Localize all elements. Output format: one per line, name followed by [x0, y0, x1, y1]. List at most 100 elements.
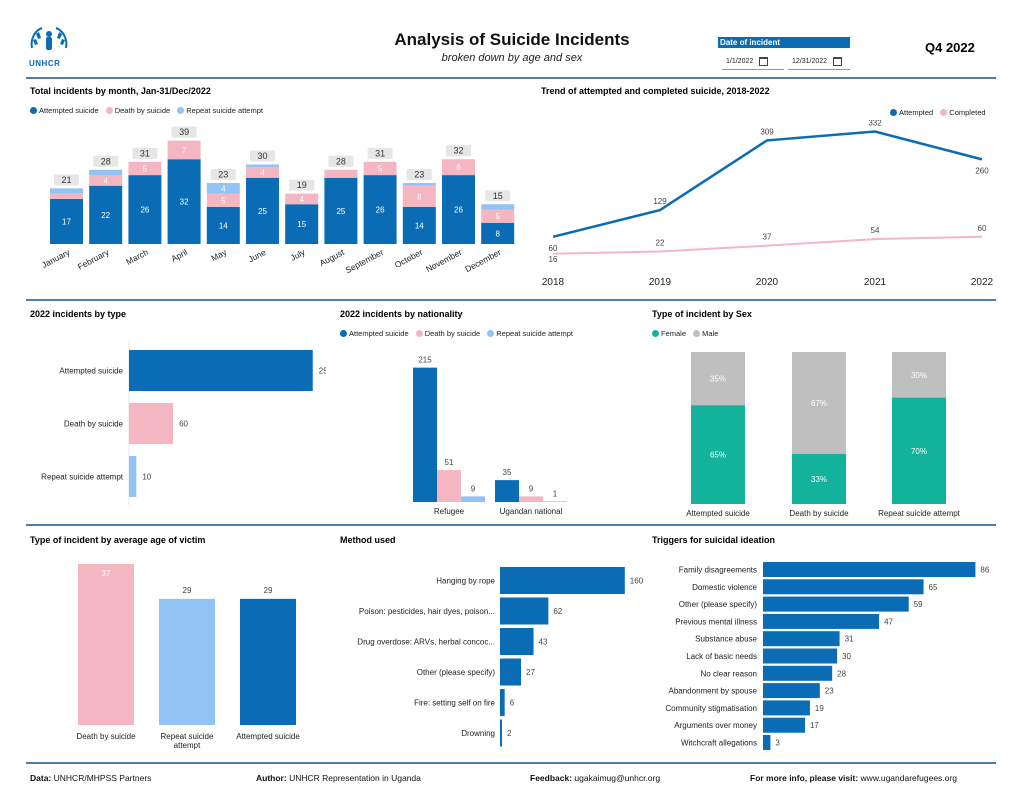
y-tick-label: No clear reason — [701, 669, 757, 678]
bar — [763, 613, 880, 629]
x-tick-label: 2018 — [542, 277, 565, 288]
data-label: 60 — [179, 420, 188, 429]
logo-text: UNHCR — [29, 59, 61, 68]
bar-segment — [402, 185, 436, 207]
total-badge — [210, 169, 236, 181]
bar — [129, 403, 174, 444]
total-badge — [93, 155, 119, 167]
data-label: 27 — [526, 668, 535, 677]
data-label: 43 — [539, 638, 548, 647]
x-tick-label: Attempted suicide — [236, 732, 300, 741]
bar — [763, 631, 840, 647]
bar — [129, 456, 137, 497]
bar — [159, 598, 215, 725]
data-label: 59 — [914, 600, 923, 609]
data-label: 4 — [103, 176, 108, 185]
bar-segment-female — [892, 397, 946, 504]
divider — [26, 77, 996, 79]
total-badge — [132, 147, 158, 159]
data-label: 309 — [760, 127, 774, 136]
data-label: 250 — [319, 367, 326, 376]
x-tick-label: 2020 — [756, 277, 779, 288]
data-label: 260 — [975, 166, 989, 175]
data-label: 2 — [507, 729, 512, 738]
bar — [500, 658, 522, 686]
total-badge — [250, 150, 275, 162]
legend-male: Male — [702, 329, 719, 338]
footer-author: Author: UNHCR Representation in Uganda — [256, 773, 421, 783]
x-tick-label: August — [318, 247, 347, 269]
divider — [26, 299, 996, 301]
total-badge — [446, 145, 471, 157]
data-label: 8 — [495, 229, 500, 238]
y-tick-label: Hanging by rope — [436, 577, 495, 586]
bar-segment — [246, 177, 279, 244]
nationality-chart: 215 51 9 Refugee 35 9 1 Ugandan national — [413, 356, 567, 516]
total-label: 28 — [336, 156, 346, 166]
data-label: 30 — [842, 652, 851, 661]
x-tick-label: 2021 — [864, 277, 887, 288]
bar-segment — [324, 169, 358, 178]
data-label: 1 — [553, 489, 558, 498]
bar — [495, 480, 519, 502]
total-label: 23 — [414, 170, 424, 180]
data-label: 65% — [710, 451, 726, 460]
bar-segment-male — [691, 352, 745, 406]
data-label: 14 — [415, 221, 424, 230]
legend-attempted: Attempted suicide — [39, 106, 99, 115]
series-line-completed — [552, 235, 983, 255]
by-age-chart: 37 Death by suicide 29 Repeat suicideattemp… — [76, 564, 300, 750]
legend-death: Death by suicide — [424, 329, 481, 338]
data-label: 32 — [180, 198, 189, 207]
x-tick-label: June — [246, 247, 267, 265]
bar-segment — [246, 164, 279, 168]
footer-more-info[interactable]: For more info, please visit: www.ugandar… — [750, 773, 957, 783]
y-tick-label: Death by suicide — [64, 420, 124, 429]
y-tick-label: Poison: pesticides, hair dyes, poison... — [359, 607, 495, 616]
triggers-title: Triggers for suicidal ideation — [652, 535, 776, 545]
date-start-field[interactable]: 1/1/2022 — [722, 54, 784, 70]
bar — [500, 597, 549, 625]
bar — [763, 665, 833, 681]
bar-segment — [481, 204, 515, 210]
bar — [763, 596, 909, 612]
legend-death: Death by suicide — [114, 106, 171, 115]
total-badge — [54, 174, 79, 186]
bar — [500, 689, 505, 716]
nationality-legend: Attempted suicide Death by suicide Repea… — [340, 329, 578, 338]
y-tick-label: Other (please specify) — [679, 600, 758, 609]
x-tick-label: January — [40, 247, 72, 270]
legend-attempted: Attempted suicide — [349, 329, 409, 338]
y-tick-label: Attempted suicide — [59, 367, 123, 376]
y-tick-label: Family disagreements — [679, 566, 757, 575]
divider — [26, 524, 996, 526]
x-tick-label: 2022 — [971, 277, 994, 288]
by-type-chart: Attempted suicide 250 Death by suicide 60 Re… — [41, 340, 326, 505]
total-badge — [289, 179, 315, 191]
data-label: 65 — [929, 583, 938, 592]
legend-repeat: Repeat suicide attempt — [186, 106, 263, 115]
calendar-icon[interactable] — [833, 56, 843, 66]
y-tick-label: Community stigmatisation — [665, 704, 757, 713]
date-end-field[interactable]: 12/31/2022 — [788, 54, 850, 70]
bar — [413, 367, 437, 502]
bar — [763, 648, 838, 664]
bar-segment — [402, 183, 436, 186]
data-label: 17 — [810, 721, 819, 730]
data-label: 5 — [143, 164, 148, 173]
method-title: Method used — [340, 535, 396, 545]
bar-segment — [128, 161, 162, 176]
calendar-icon[interactable] — [759, 56, 769, 66]
bar-segment — [442, 159, 475, 176]
data-label: 9 — [529, 484, 534, 493]
data-label: 5 — [378, 164, 383, 173]
legend-female: Female — [661, 329, 687, 338]
y-tick-label: Drug overdose: ARVs, herbal concoc... — [357, 638, 495, 647]
legend-completed: Completed — [949, 108, 986, 117]
data-label: 14 — [219, 221, 228, 230]
divider — [26, 762, 996, 764]
bar-segment — [442, 175, 475, 244]
bar — [763, 579, 924, 595]
y-tick-label: Repeat suicide attempt — [41, 473, 124, 482]
footer-feedback[interactable]: Feedback: ugakaimug@unhcr.org — [530, 773, 661, 783]
